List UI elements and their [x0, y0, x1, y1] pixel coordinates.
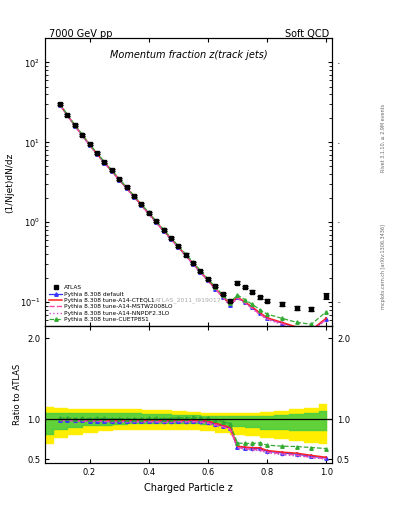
Y-axis label: Ratio to ATLAS: Ratio to ATLAS: [13, 364, 22, 425]
Legend: ATLAS, Pythia 8.308 default, Pythia 8.308 tune-A14-CTEQL1, Pythia 8.308 tune-A14: ATLAS, Pythia 8.308 default, Pythia 8.30…: [47, 283, 175, 325]
Text: Soft QCD: Soft QCD: [285, 29, 329, 39]
Text: Rivet 3.1.10, ≥ 2.9M events: Rivet 3.1.10, ≥ 2.9M events: [381, 104, 386, 173]
Text: 7000 GeV pp: 7000 GeV pp: [49, 29, 113, 39]
X-axis label: Charged Particle z: Charged Particle z: [144, 483, 233, 493]
Y-axis label: (1/Njet)dN/dz: (1/Njet)dN/dz: [5, 152, 14, 212]
Text: mcplots.cern.ch [arXiv:1306.3436]: mcplots.cern.ch [arXiv:1306.3436]: [381, 224, 386, 309]
Text: Momentum fraction z(track jets): Momentum fraction z(track jets): [110, 50, 268, 60]
Text: ATLAS_2011_I919017: ATLAS_2011_I919017: [155, 297, 222, 303]
